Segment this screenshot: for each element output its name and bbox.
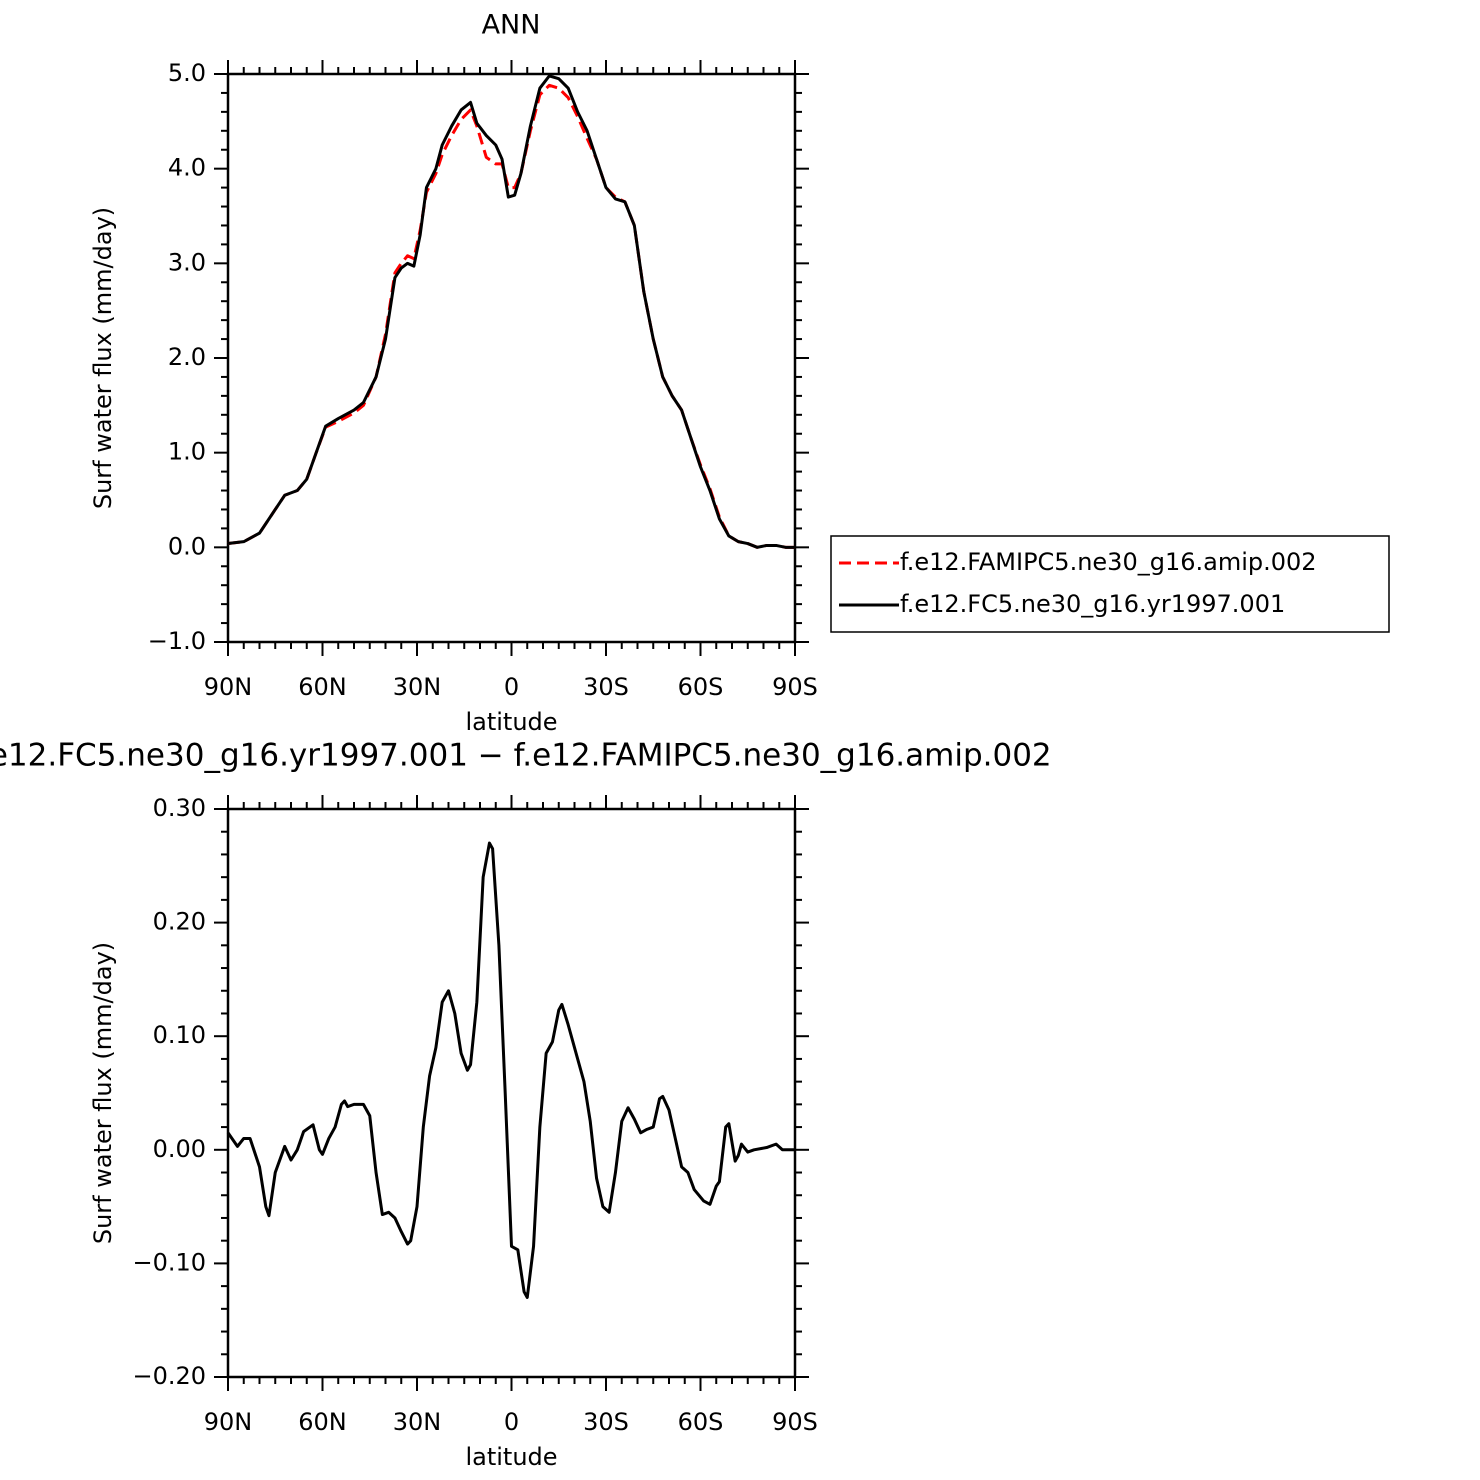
chart-title: ANN [482, 10, 541, 41]
y-tick-label: 2.0 [168, 343, 206, 371]
x-tick-label: 30N [393, 1408, 442, 1436]
y-tick-label: 4.0 [168, 154, 206, 182]
legend-label: f.e12.FC5.ne30_g16.yr1997.001 [900, 590, 1285, 618]
data-line [227, 74, 795, 549]
x-tick-label: 90N [204, 673, 253, 701]
y-tick-label: 0.30 [153, 794, 206, 822]
data-line [227, 83, 795, 549]
plot-frame [226, 807, 797, 1379]
x-axis-label: latitude [465, 708, 557, 736]
data-line [226, 841, 795, 1299]
y-tick-label: −0.20 [132, 1362, 206, 1390]
x-tick-label: 90S [772, 1408, 818, 1436]
y-tick-label: 5.0 [168, 59, 206, 87]
x-tick-label: 30N [393, 673, 442, 701]
x-tick-label: 90S [772, 673, 818, 701]
legend-label: f.e12.FAMIPC5.ne30_g16.amip.002 [900, 548, 1317, 576]
x-tick-label: 60S [678, 1408, 724, 1436]
x-tick-label: 60N [298, 673, 347, 701]
x-tick-label: 0 [504, 673, 519, 701]
y-tick-label: 0.0 [168, 532, 206, 560]
y-tick-label: −0.10 [132, 1248, 206, 1276]
y-tick-label: −1.0 [148, 627, 206, 655]
y-tick-label: 0.00 [153, 1135, 206, 1163]
y-axis-label: Surf water flux (mm/day) [89, 207, 117, 509]
x-tick-label: 0 [504, 1408, 519, 1436]
plot-frame [226, 72, 797, 644]
y-tick-label: 1.0 [168, 438, 206, 466]
chart-title: f.e12.FC5.ne30_g16.yr1997.001 − f.e12.FA… [0, 738, 1052, 774]
x-tick-label: 90N [204, 1408, 253, 1436]
x-tick-label: 60S [678, 673, 724, 701]
x-tick-label: 30S [583, 1408, 629, 1436]
y-tick-label: 0.20 [153, 908, 206, 936]
y-axis-label: Surf water flux (mm/day) [89, 942, 117, 1244]
legend-box [830, 535, 1390, 633]
x-axis-label: latitude [465, 1443, 557, 1471]
x-tick-label: 60N [298, 1408, 347, 1436]
y-tick-label: 0.10 [153, 1021, 206, 1049]
y-tick-label: 3.0 [168, 248, 206, 276]
x-tick-label: 30S [583, 673, 629, 701]
